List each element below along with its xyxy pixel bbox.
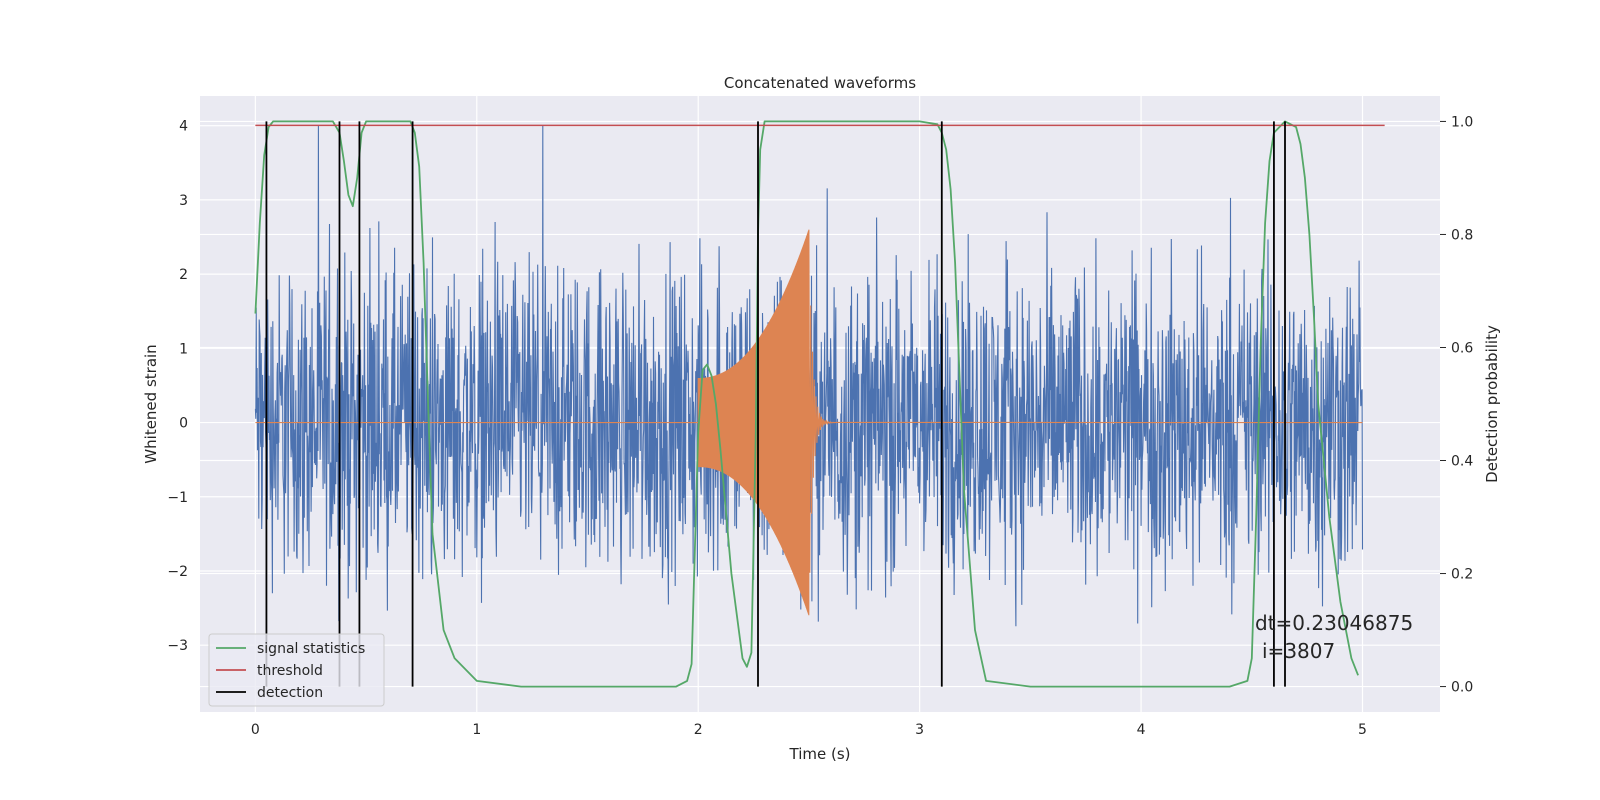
y-tick-label: 2 [179,267,188,283]
y2-tick-label: 0.0 [1451,680,1473,696]
legend-label-threshold: threshold [257,663,323,679]
y-axis-label: Whitened strain [142,344,160,463]
x-axis-label: Time (s) [789,745,851,763]
y2-tick-label: 0.4 [1451,454,1473,470]
x-tick-label: 3 [915,722,924,738]
legend-box [208,633,385,707]
x-tick-label: 5 [1358,722,1367,738]
series-layer [254,120,1385,688]
y2-tick-label: 0.6 [1451,340,1473,356]
x-tick-label: 1 [472,722,481,738]
legend: signal statistics threshold detection [208,633,385,707]
y2-tick-label: 0.8 [1451,227,1473,243]
y-tick-label: 3 [179,193,188,209]
chart-title: Concatenated waveforms [724,74,916,92]
y-tick-label: 4 [179,119,188,135]
x-tick-label: 0 [251,722,260,738]
annotation-i: i=3807 [1262,639,1335,663]
series-signal-statistics [254,120,1359,688]
y2-tick-label: 1.0 [1451,114,1473,130]
y-tick-label: −1 [167,490,188,506]
annotation-dt: dt=0.23046875 [1255,611,1413,635]
x-tick-label: 2 [694,722,703,738]
y-tick-label: −3 [167,638,188,654]
y2-axis-label: Detection probability [1483,325,1501,483]
y-tick-label: −2 [167,564,188,580]
y-tick-label: 0 [179,416,188,432]
legend-label-signal-statistics: signal statistics [257,641,365,657]
ticks: 0 1 2 3 4 5 −3 −2 −1 0 1 2 3 4 0.0 0.2 0.4 0.6 0.8 1.0 [167,114,1473,738]
y2-tick-label: 0.2 [1451,567,1473,583]
y-tick-label: 1 [179,341,188,357]
x-tick-label: 4 [1137,722,1146,738]
legend-label-detection: detection [257,685,323,701]
